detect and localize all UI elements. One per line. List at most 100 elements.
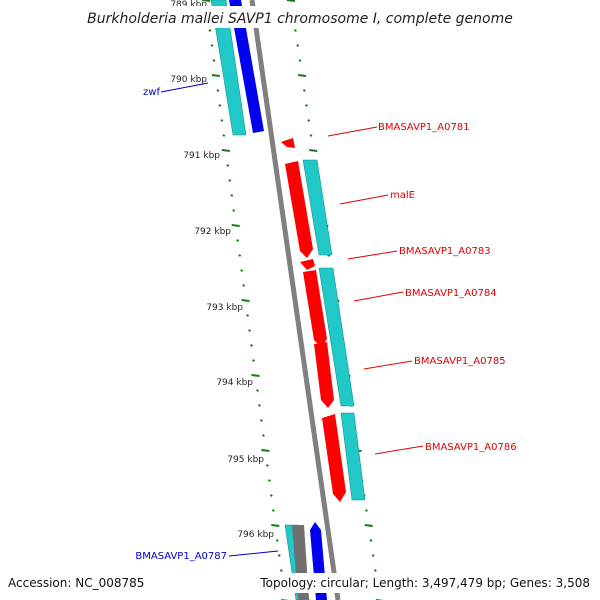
gene-label: BMASAVP1_A0787 — [135, 551, 227, 562]
inner-tick — [373, 569, 377, 572]
inner-tick — [296, 44, 300, 47]
gene-label: BMASAVP1_A0783 — [399, 246, 491, 257]
gene-arrow-a0784 — [303, 270, 327, 347]
label-leader-lines — [160, 82, 424, 557]
inner-tick — [369, 539, 373, 542]
outer-tick — [250, 344, 253, 347]
gene-labels: zwf BMASAVP1_A0781 malE BMASAVP1_A0783 BMASA… — [135, 87, 516, 562]
outer-tick — [265, 464, 269, 467]
inner-tick — [365, 509, 368, 512]
outer-tick — [210, 44, 214, 47]
outer-tick — [271, 509, 275, 512]
map-title: Burkholderia mallei SAVP1 chromosome I, … — [87, 11, 513, 27]
outer-tick — [232, 209, 236, 212]
leader-line — [347, 250, 398, 260]
cds-bar — [340, 412, 366, 501]
genome-backbone — [249, 0, 341, 600]
outer-tick — [231, 224, 240, 227]
leader-line — [160, 82, 209, 93]
inner-tick — [371, 554, 375, 557]
outer-tick — [222, 134, 226, 137]
inner-tick — [305, 104, 308, 107]
outer-tick — [267, 479, 271, 482]
outer-tick — [258, 404, 261, 407]
outer-tick — [201, 0, 211, 2]
ruler-label: 791 kbp — [183, 151, 220, 161]
leader-line — [327, 126, 378, 137]
inner-tick — [309, 149, 318, 152]
inner-tick — [302, 89, 306, 92]
leader-line — [374, 445, 424, 455]
inner-tick — [293, 29, 297, 32]
outer-tick — [240, 269, 244, 272]
inner-tick — [297, 74, 307, 77]
gene-arrow-a0786 — [322, 414, 346, 502]
gene-label: BMASAVP1_A0785 — [414, 356, 506, 367]
outer-tick — [279, 569, 283, 572]
gene-label: BMASAVP1_A0786 — [425, 442, 517, 453]
gene-arrow-a0785 — [314, 342, 334, 408]
leader-line — [339, 194, 389, 205]
outer-tick — [212, 59, 216, 62]
gene-label: BMASAVP1_A0781 — [378, 122, 470, 133]
outer-tick — [211, 74, 221, 77]
ruler-label: 796 kbp — [237, 530, 274, 540]
outer-tick — [271, 524, 280, 527]
ruler-label: 790 kbp — [170, 75, 207, 85]
outer-tick — [230, 194, 234, 197]
outer-tick — [256, 389, 259, 392]
inner-tick — [286, 0, 296, 2]
outer-tick — [277, 554, 281, 557]
outer-tick — [246, 314, 250, 317]
outer-tick — [218, 104, 222, 107]
summary-backdrop — [258, 573, 600, 593]
outer-tick — [226, 164, 230, 167]
ruler-label: 789 kbp — [170, 0, 207, 10]
outer-tick — [236, 239, 240, 242]
ruler-labels: 789 kbp 790 kbp 791 kbp 792 kbp 793 kbp 794 k… — [170, 0, 274, 540]
gene-bar-zwf — [229, 0, 264, 133]
outer-tick — [259, 419, 263, 422]
inner-tick — [298, 59, 302, 62]
outer-tick — [275, 539, 279, 542]
gene-label: BMASAVP1_A0784 — [405, 288, 497, 299]
gene-label: malE — [390, 190, 415, 201]
cds-bar — [210, 0, 247, 136]
outer-tick — [261, 449, 270, 452]
gene-arrow-a0781 — [281, 138, 295, 148]
ruler-label: 795 kbp — [227, 455, 264, 465]
outer-tick — [242, 284, 246, 287]
leader-line — [353, 291, 404, 302]
inner-tick — [364, 524, 373, 527]
title-backdrop — [80, 6, 520, 28]
leader-line — [228, 550, 279, 557]
ruler-label: 792 kbp — [194, 227, 231, 237]
outer-tick — [221, 149, 230, 152]
summary-text: Topology: circular; Length: 3,497,479 bp… — [259, 576, 590, 590]
outer-tick — [252, 359, 255, 362]
outer-tick — [220, 119, 224, 122]
outer-tick — [228, 179, 232, 182]
cds-bar — [318, 267, 355, 407]
ruler-label: 793 kbp — [206, 303, 243, 313]
gene-features — [210, 0, 366, 600]
inner-tick — [309, 134, 313, 137]
outer-tick — [241, 299, 250, 302]
gene-arrow-a0783 — [300, 259, 315, 270]
outer-tick — [251, 374, 260, 377]
outer-tick — [208, 29, 212, 32]
outer-tick — [269, 494, 273, 497]
gene-label: zwf — [143, 87, 160, 98]
outer-tick — [261, 434, 265, 437]
outer-tick — [248, 329, 252, 332]
cds-bar — [302, 159, 333, 256]
accession-text: Accession: NC_008785 — [8, 576, 144, 590]
leader-line — [363, 360, 413, 370]
gene-arrow-male — [285, 161, 313, 258]
inner-tick — [307, 119, 311, 122]
outer-tick — [216, 89, 220, 92]
outer-tick-marks — [201, 0, 290, 600]
ruler-label: 794 kbp — [216, 378, 253, 388]
outer-tick — [238, 254, 242, 257]
